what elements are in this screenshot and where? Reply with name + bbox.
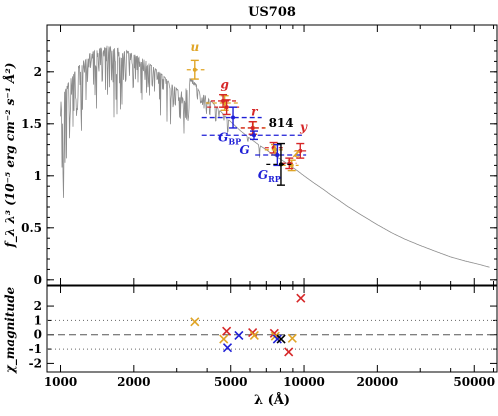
residual-marker-u — [190, 317, 200, 327]
band-label: r — [251, 104, 259, 118]
point-marker — [298, 148, 303, 153]
band-label: GRP — [258, 168, 281, 184]
band-label: GBP — [218, 130, 241, 146]
residual-marker-GRP — [272, 334, 282, 344]
point-marker — [221, 98, 226, 103]
residual-marker-y — [296, 293, 306, 303]
band-label: g — [220, 77, 228, 91]
photometry-points — [186, 59, 307, 186]
x-tick-label: 50000 — [453, 375, 495, 389]
y-tick-label: -2 — [29, 356, 42, 370]
photometry-point-r_ps — [240, 121, 265, 135]
model-spectrum — [60, 45, 490, 268]
y-tick-label: 1 — [34, 313, 42, 327]
residual-marker-GBP — [222, 343, 233, 353]
band-label: z — [292, 146, 301, 160]
photometry-point-u — [186, 59, 205, 80]
point-marker — [192, 67, 197, 72]
x-tick-labels: 1000 2000 5000 10000 20000 50000 — [44, 375, 495, 389]
residual-marker-g_ps — [222, 326, 232, 336]
residual-marker-G — [234, 330, 244, 341]
top-y-axis-label: f_λ λ³ (10⁻⁵ erg cm⁻² s⁻¹ Å²) — [2, 63, 18, 249]
photometry-point-G — [201, 130, 302, 141]
residual-marker-z_ps — [284, 347, 294, 357]
bottom-panel: -2 0 2 -1 1 χ_magnitude — [3, 285, 498, 374]
y-tick-label: 0 — [34, 328, 42, 342]
bottom-y-tick-labels: -2 0 2 -1 1 — [29, 299, 42, 370]
band-label: y — [299, 120, 308, 134]
band-label: 814 — [269, 116, 294, 130]
x-tick-label: 2000 — [117, 375, 150, 389]
y-tick-label: 1 — [34, 169, 42, 183]
photometry-point-y — [295, 142, 307, 159]
band-label: u — [190, 40, 199, 54]
chart-title: US708 — [248, 5, 296, 20]
x-tick-label: 1000 — [44, 375, 77, 389]
point-marker — [278, 162, 283, 167]
x-tick-label: 10000 — [283, 375, 325, 389]
top-panel-ticks — [47, 25, 497, 285]
residual-markers — [190, 293, 306, 357]
y-tick-label: -1 — [29, 342, 42, 356]
x-axis-label: λ (Å) — [254, 392, 290, 408]
y-tick-label: 1.5 — [21, 117, 42, 131]
y-tick-label: 0 — [34, 273, 42, 287]
bottom-y-axis-label: χ_magnitude — [3, 286, 18, 374]
point-marker — [250, 125, 255, 130]
residual-marker-814 — [276, 334, 286, 344]
y-tick-label: 0.5 — [21, 221, 42, 235]
bottom-panel-frame — [46, 285, 498, 373]
residual-marker-z — [287, 333, 297, 343]
point-marker — [275, 153, 280, 157]
point-marker — [273, 147, 278, 152]
y-tick-label: 2 — [34, 299, 42, 313]
x-tick-label: 20000 — [356, 375, 398, 389]
model-spectrum-line — [60, 45, 490, 268]
y-tick-label: 2 — [34, 65, 42, 79]
band-label: G — [239, 143, 249, 157]
point-marker — [231, 115, 236, 120]
photometry-point-814 — [266, 142, 295, 186]
residual-marker-g — [219, 334, 229, 344]
bottom-panel-ticks — [47, 286, 497, 372]
point-marker — [251, 133, 256, 138]
residual-marker-r — [249, 330, 259, 341]
x-tick-label: 5000 — [214, 375, 247, 389]
photometry-point-g_red — [211, 93, 239, 108]
photometry-point-GBP — [201, 106, 262, 129]
top-y-tick-labels: 0 0.5 1 1.5 2 — [21, 65, 42, 287]
